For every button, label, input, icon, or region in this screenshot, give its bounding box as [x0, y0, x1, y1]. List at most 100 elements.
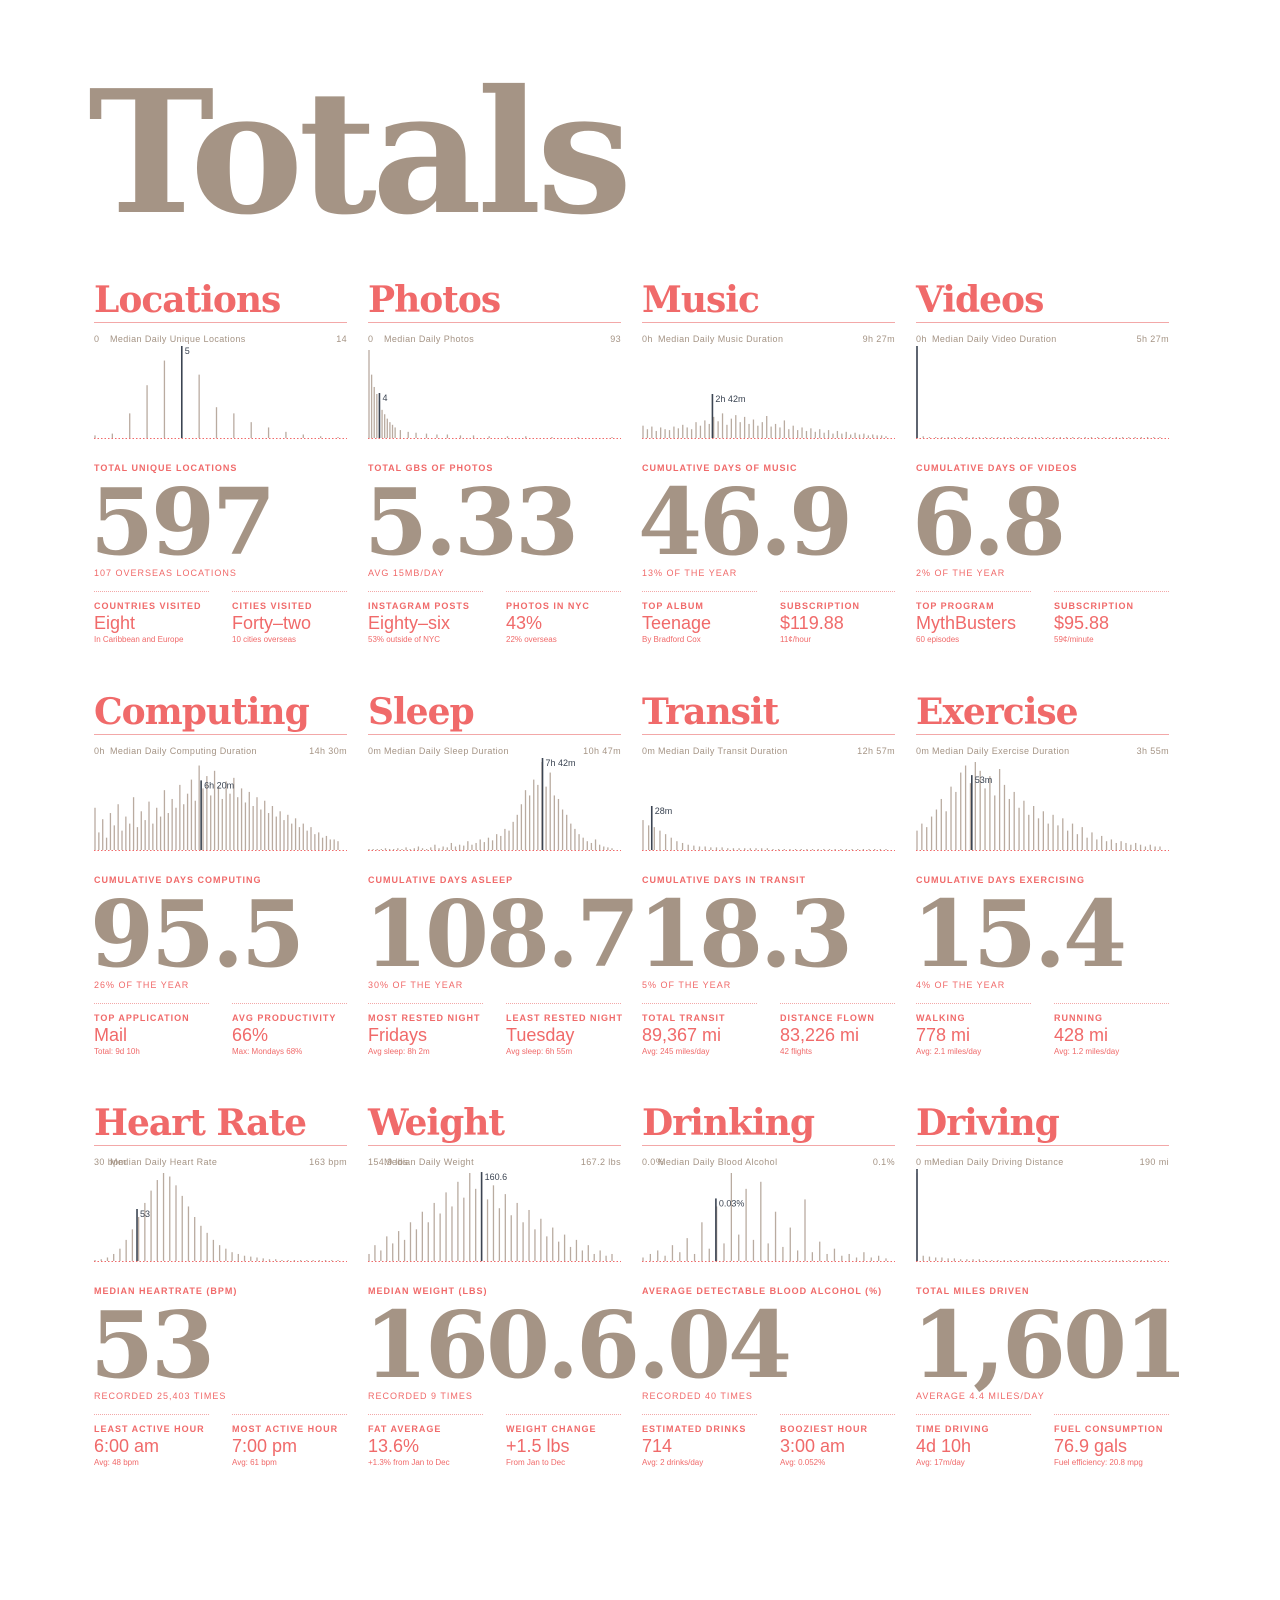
range-caption: Median Daily Sleep Duration: [384, 746, 509, 756]
stat-value: 43%: [506, 613, 543, 633]
stat-label: TOP PROGRAM: [916, 601, 995, 611]
stat-note: 11¢/hour: [780, 635, 811, 644]
metric-value: 15.4: [912, 880, 1127, 988]
metric-subtitle: 30% OF THE YEAR: [368, 980, 464, 990]
stat-note: Avg sleep: 8h 2m: [368, 1047, 430, 1056]
stat-value: Eighty–six: [368, 613, 451, 633]
range-max-label: 93: [610, 334, 621, 344]
metric-label: MEDIAN WEIGHT (LBS): [368, 1286, 488, 1296]
stat-primary: INSTAGRAM POSTS Eighty–six 53% outside o…: [368, 591, 483, 644]
metric-value: 18.3: [638, 880, 853, 988]
stat-label: BOOZIEST HOUR: [780, 1424, 869, 1434]
stat-label: INSTAGRAM POSTS: [368, 601, 470, 611]
histogram-range: 0h Median Daily Music Duration 9h 27m: [642, 333, 895, 345]
stat-primary: TOP APPLICATION Mail Total: 9d 10h: [94, 1003, 209, 1056]
panel-title: Photos: [368, 278, 621, 323]
stat-secondary: WEIGHT CHANGE +1.5 lbs From Jan to Dec: [506, 1414, 621, 1467]
range-caption: Median Daily Photos: [384, 334, 475, 344]
stat-value: 4d 10h: [916, 1436, 972, 1456]
panel-title: Driving: [916, 1101, 1169, 1146]
metric-label: CUMULATIVE DAYS COMPUTING: [94, 875, 262, 885]
metric-label: MEDIAN HEARTRATE (BPM): [94, 1286, 238, 1296]
stat-note: Total: 9d 10h: [94, 1047, 140, 1056]
panel-title: Drinking: [642, 1101, 895, 1146]
stat-value: Fridays: [368, 1025, 428, 1045]
metric-value: 160.6: [364, 1291, 640, 1399]
range-max-label: 190 mi: [1139, 1157, 1169, 1167]
panel-sleep: Sleep 0m Median Daily Sleep Duration 10h…: [364, 690, 640, 1105]
stat-primary: LEAST ACTIVE HOUR 6:00 am Avg: 48 bpm: [94, 1414, 209, 1467]
stat-label: WEIGHT CHANGE: [506, 1424, 597, 1434]
panel-heart-rate: Heart Rate 30 bpm Median Daily Heart Rat…: [90, 1101, 347, 1516]
range-min-label: 0h: [916, 334, 927, 344]
stat-primary: TOP ALBUM Teenage By Bradford Cox: [642, 591, 757, 644]
stat-primary: FAT AVERAGE 13.6% +1.3% from Jan to Dec: [368, 1414, 483, 1467]
stat-value: 76.9 gals: [1054, 1436, 1128, 1456]
metric-subtitle: AVERAGE 4.4 MILES/DAY: [916, 1391, 1045, 1401]
panel-exercise: Exercise 0m Median Daily Exercise Durati…: [912, 690, 1169, 1105]
histogram-range: 0m Median Daily Exercise Duration 3h 55m: [916, 745, 1169, 757]
stat-value: 714: [642, 1436, 673, 1456]
metric-subtitle: 107 OVERSEAS LOCATIONS: [94, 568, 237, 578]
panel-title: Sleep: [368, 690, 621, 735]
stat-secondary: SUBSCRIPTION $119.88 11¢/hour: [780, 591, 895, 644]
stat-note: Avg: 2 drinks/day: [642, 1458, 704, 1467]
stat-label: FAT AVERAGE: [368, 1424, 442, 1434]
histogram-range: 0 Median Daily Unique Locations 14: [94, 333, 347, 345]
stat-primary: TOTAL TRANSIT 89,367 mi Avg: 245 miles/d…: [642, 1003, 757, 1056]
stat-secondary: BOOZIEST HOUR 3:00 am Avg: 0.052%: [780, 1414, 895, 1467]
stat-label: MOST ACTIVE HOUR: [232, 1424, 339, 1434]
stat-value: Mail: [94, 1025, 128, 1045]
range-min-label: 30 bpm: [94, 1157, 127, 1167]
stat-value: 6:00 am: [94, 1436, 160, 1456]
stat-note: In Caribbean and Europe: [94, 635, 184, 644]
metric-subtitle: 13% OF THE YEAR: [642, 568, 738, 578]
stat-label: TOP ALBUM: [642, 601, 704, 611]
metric-value: 6.8: [912, 468, 1066, 576]
stat-secondary: DISTANCE FLOWN 83,226 mi 42 flights: [780, 1003, 895, 1056]
metric-subtitle: 2% OF THE YEAR: [916, 568, 1006, 578]
stat-value: 13.6%: [368, 1436, 420, 1456]
metric-value: 53: [90, 1291, 215, 1399]
stat-note: Avg: 48 bpm: [94, 1458, 139, 1467]
metric-subtitle: RECORDED 9 TIMES: [368, 1391, 473, 1401]
stat-value: MythBusters: [916, 613, 1017, 633]
metric-subtitle: RECORDED 25,403 TIMES: [94, 1391, 227, 1401]
stat-primary: TOP PROGRAM MythBusters 60 episodes: [916, 591, 1031, 644]
median-label: 2h 42m: [715, 394, 745, 404]
stat-primary: ESTIMATED DRINKS 714 Avg: 2 drinks/day: [642, 1414, 757, 1467]
stat-secondary: AVG PRODUCTIVITY 66% Max: Mondays 68%: [232, 1003, 347, 1056]
histogram: [916, 346, 1169, 439]
metric-label: TOTAL UNIQUE LOCATIONS: [94, 463, 238, 473]
range-max-label: 10h 47m: [583, 746, 621, 756]
range-caption: Median Daily Transit Duration: [658, 746, 788, 756]
range-caption: Median Daily Weight: [384, 1157, 474, 1167]
stat-value: Teenage: [642, 613, 712, 633]
panel-title: Locations: [94, 278, 347, 323]
range-caption: Median Daily Heart Rate: [110, 1157, 218, 1167]
range-max-label: 14h 30m: [309, 746, 347, 756]
stat-label: RUNNING: [1054, 1013, 1103, 1023]
stat-value: Forty–two: [232, 613, 312, 633]
metric-value: 108.7: [364, 880, 640, 988]
range-max-label: 5h 27m: [1136, 334, 1169, 344]
histogram-range: 0m Median Daily Transit Duration 12h 57m: [642, 745, 895, 757]
stat-note: 22% overseas: [506, 635, 557, 644]
panel-photos: Photos 0 Median Daily Photos 93 4 TOTAL …: [364, 278, 621, 693]
range-min-label: 0m: [368, 746, 382, 756]
panel-title: Heart Rate: [94, 1101, 347, 1146]
median-label: 160.6: [485, 1172, 508, 1182]
stat-secondary: PHOTOS IN NYC 43% 22% overseas: [506, 591, 621, 644]
metric-label: AVERAGE DETECTABLE BLOOD ALCOHOL (%): [642, 1286, 883, 1296]
stat-label: TOTAL TRANSIT: [642, 1013, 726, 1023]
median-label: 7h 42m: [546, 758, 576, 768]
stat-secondary: FUEL CONSUMPTION 76.9 gals Fuel efficien…: [1054, 1414, 1169, 1467]
panel-title: Music: [642, 278, 895, 323]
range-max-label: 163 bpm: [309, 1157, 347, 1167]
stat-label: LEAST ACTIVE HOUR: [94, 1424, 205, 1434]
range-caption: Median Daily Music Duration: [658, 334, 784, 344]
histogram-range: 0h Median Daily Computing Duration 14h 3…: [94, 745, 347, 757]
range-min-label: 0.0%: [642, 1157, 665, 1167]
histogram-range: 0h Median Daily Video Duration 5h 27m: [916, 333, 1169, 345]
metric-label: CUMULATIVE DAYS OF VIDEOS: [916, 463, 1078, 473]
